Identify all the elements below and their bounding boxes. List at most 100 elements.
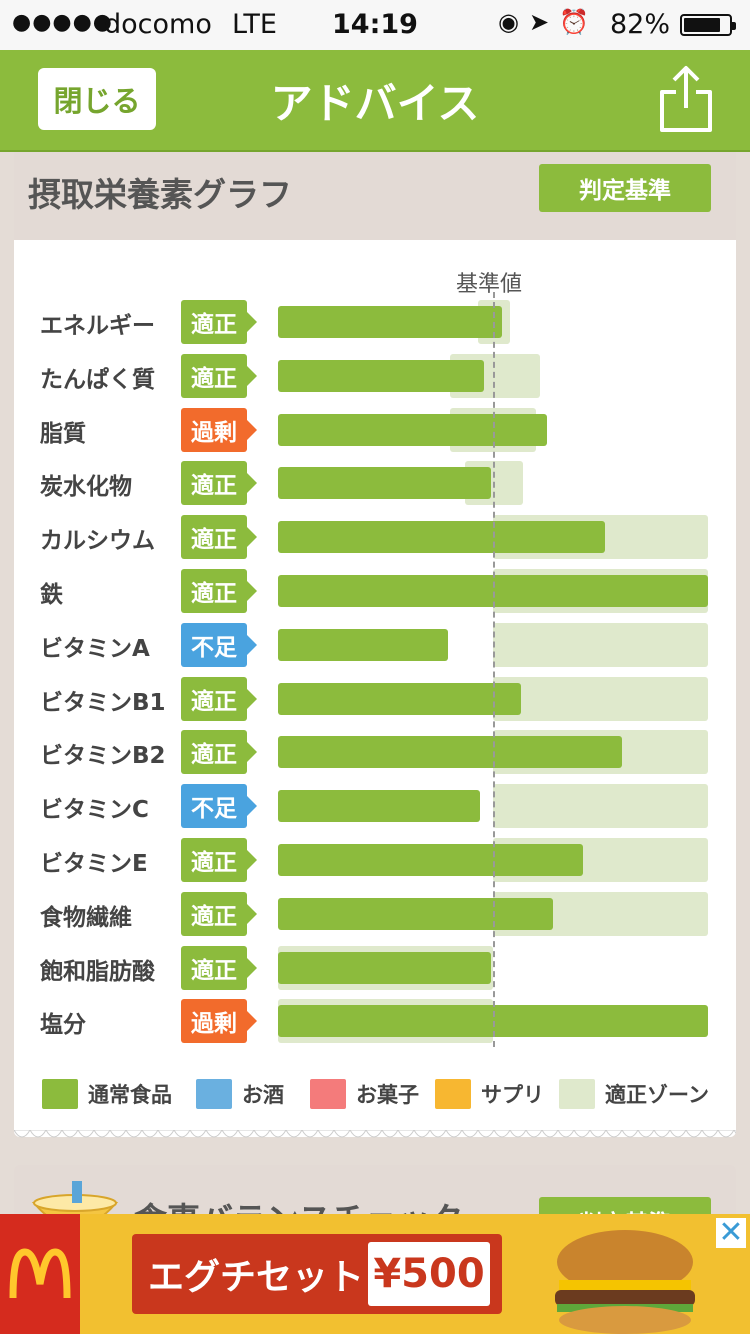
nutrient-row: ビタミンA 不足 — [14, 622, 736, 677]
baseline-line — [493, 292, 495, 1047]
card-header: 摂取栄養素グラフ 判定基準 — [14, 152, 736, 240]
nutrient-name: 鉄 — [40, 582, 63, 608]
criteria-button[interactable]: 判定基準 — [539, 164, 711, 212]
status-badge: 適正 — [181, 569, 257, 613]
nutrient-name: エネルギー — [40, 313, 155, 339]
intake-bar — [278, 521, 605, 554]
legend-swatch — [196, 1079, 232, 1109]
signal-strength-icon: ●●●●● — [12, 10, 113, 35]
intake-bar — [278, 682, 521, 715]
intake-bar — [278, 790, 481, 823]
appropriate-zone — [493, 784, 708, 829]
nutrient-row: 脂質 過剰 — [14, 407, 736, 462]
clock: 14:19 — [332, 9, 418, 40]
nutrient-name: カルシウム — [40, 528, 155, 555]
battery-percentage: 82% — [610, 9, 671, 40]
status-badge: 適正 — [181, 676, 257, 721]
nutrient-row: ビタミンB1 適正 — [14, 676, 736, 731]
intake-bar — [278, 951, 491, 984]
intake-bar — [278, 628, 448, 661]
legend-swatch — [559, 1079, 595, 1109]
legend-label: 通常食品 — [88, 1083, 172, 1107]
appropriate-zone — [493, 622, 708, 667]
legend-item: サプリ — [435, 1077, 544, 1111]
nutrient-name: ビタミンC — [40, 797, 149, 824]
ad-promo-name: エグチセット — [148, 1257, 365, 1298]
legend-label: 適正ゾーン — [605, 1083, 709, 1107]
nutrient-row: 食物繊維 適正 — [14, 891, 736, 946]
card-edge-decoration — [14, 1130, 736, 1138]
network-type: LTE — [232, 9, 277, 40]
ad-promo-box: エグチセット ¥500 — [132, 1234, 502, 1314]
intake-bar — [278, 897, 554, 930]
location-icon: ➤ — [528, 8, 560, 36]
burger-image-icon — [555, 1230, 695, 1334]
nutrient-name: 塩分 — [40, 1012, 86, 1039]
status-badge: 適正 — [181, 838, 257, 882]
nutrient-name: 飽和脂肪酸 — [40, 958, 155, 985]
nutrient-graph-card: 摂取栄養素グラフ 判定基準 基準値 エネルギー 適正 たんぱく質 適正 脂質 過剰 炭水化物… — [14, 152, 736, 1137]
status-badge: 過剰 — [181, 407, 257, 452]
nutrient-row: 炭水化物 適正 — [14, 461, 736, 515]
status-badge: 不足 — [181, 622, 257, 667]
baseline-label: 基準値 — [456, 272, 523, 297]
status-badge: 不足 — [181, 784, 257, 829]
status-bar: ●●●●● docomo LTE 14:19 ◉➤⏰ 82% — [0, 0, 750, 50]
nutrient-name: 脂質 — [40, 420, 86, 447]
ad-banner[interactable]: エグチセット ¥500 ✕ — [0, 1214, 750, 1334]
nutrient-name: ビタミンB1 — [40, 689, 166, 716]
nutrient-name: 食物繊維 — [40, 904, 132, 931]
page-title: アドバイス — [270, 79, 480, 128]
intake-bar — [278, 844, 584, 876]
rotation-lock-icon: ◉ — [498, 8, 529, 36]
intake-bar — [278, 736, 622, 769]
ad-close-button[interactable]: ✕ — [716, 1218, 746, 1248]
ad-price: ¥500 — [368, 1242, 490, 1306]
legend-item: 通常食品 — [42, 1077, 172, 1111]
status-badge: 適正 — [181, 353, 257, 398]
nutrient-name: 炭水化物 — [40, 474, 132, 501]
appropriate-zone — [493, 676, 708, 721]
status-badge: 適正 — [181, 515, 257, 560]
legend-swatch — [42, 1079, 78, 1109]
intake-bar — [278, 359, 485, 392]
nutrient-name: たんぱく質 — [40, 366, 155, 393]
nutrient-row: たんぱく質 適正 — [14, 353, 736, 408]
brand-logo — [0, 1214, 80, 1334]
intake-bar — [278, 306, 502, 338]
nutrient-row: 鉄 適正 — [14, 569, 736, 623]
carrier-name: docomo — [104, 9, 212, 40]
nutrient-row: カルシウム 適正 — [14, 515, 736, 569]
nutrient-row: ビタミンE 適正 — [14, 838, 736, 892]
intake-bar — [278, 413, 547, 446]
status-badge: 適正 — [181, 730, 257, 775]
status-badge: 適正 — [181, 300, 257, 344]
battery-icon — [680, 14, 736, 36]
close-button[interactable]: 閉じる — [38, 68, 156, 130]
legend-item: お菓子 — [310, 1077, 419, 1111]
legend-swatch — [435, 1079, 471, 1109]
nutrient-row: ビタミンB2 適正 — [14, 730, 736, 784]
nutrient-row: 塩分 過剰 — [14, 999, 736, 1053]
share-icon[interactable] — [656, 64, 716, 134]
nutrient-name: ビタミンE — [40, 851, 148, 877]
legend-label: お酒 — [242, 1083, 284, 1107]
status-badge: 過剰 — [181, 999, 257, 1044]
legend-swatch — [310, 1079, 346, 1109]
status-badge: 適正 — [181, 891, 257, 936]
nutrient-row: エネルギー 適正 — [14, 300, 736, 354]
status-icons: ◉➤⏰ — [498, 8, 599, 36]
intake-bar — [278, 467, 491, 500]
nutrient-name: ビタミンA — [40, 635, 150, 662]
legend-item: お酒 — [196, 1077, 284, 1111]
nutrient-name: ビタミンB2 — [40, 743, 166, 770]
nutrient-row: ビタミンC 不足 — [14, 784, 736, 838]
app-header: 閉じる アドバイス — [0, 50, 750, 152]
status-badge: 適正 — [181, 461, 257, 506]
alarm-icon: ⏰ — [559, 8, 599, 36]
card-title: 摂取栄養素グラフ — [28, 175, 292, 214]
legend-label: お菓子 — [356, 1083, 419, 1107]
mcdonalds-logo-icon — [9, 1248, 71, 1299]
status-badge: 適正 — [181, 945, 257, 990]
legend-item: 適正ゾーン — [559, 1077, 709, 1111]
